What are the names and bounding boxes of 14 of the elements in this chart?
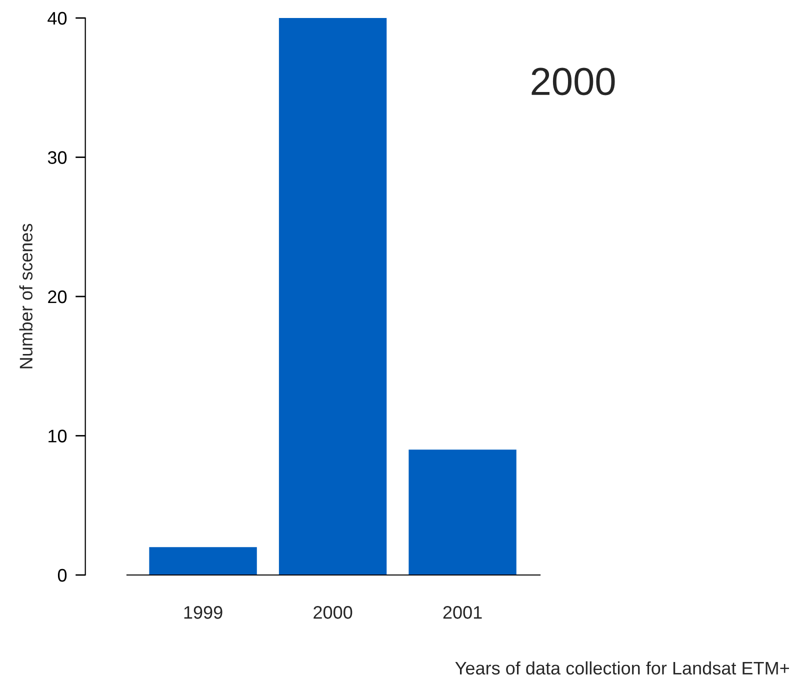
x-tick-label: 1999 xyxy=(184,606,222,619)
bar xyxy=(149,547,257,575)
x-axis-title: Years of data collection for Landsat ETM+ xyxy=(455,661,789,675)
y-axis-title: Number of scenes xyxy=(19,224,33,368)
y-tick-label: 0 xyxy=(58,568,67,582)
bar xyxy=(408,450,516,575)
y-tick-label: 20 xyxy=(48,290,67,304)
annotation: 2000 xyxy=(532,68,615,96)
x-tick-label: 2000 xyxy=(314,606,352,619)
y-tick-label: 40 xyxy=(48,12,67,25)
bar xyxy=(278,18,387,575)
x-tick-label: 2001 xyxy=(443,606,482,619)
y-tick-label: 30 xyxy=(48,151,67,164)
y-tick-label: 10 xyxy=(48,430,67,442)
